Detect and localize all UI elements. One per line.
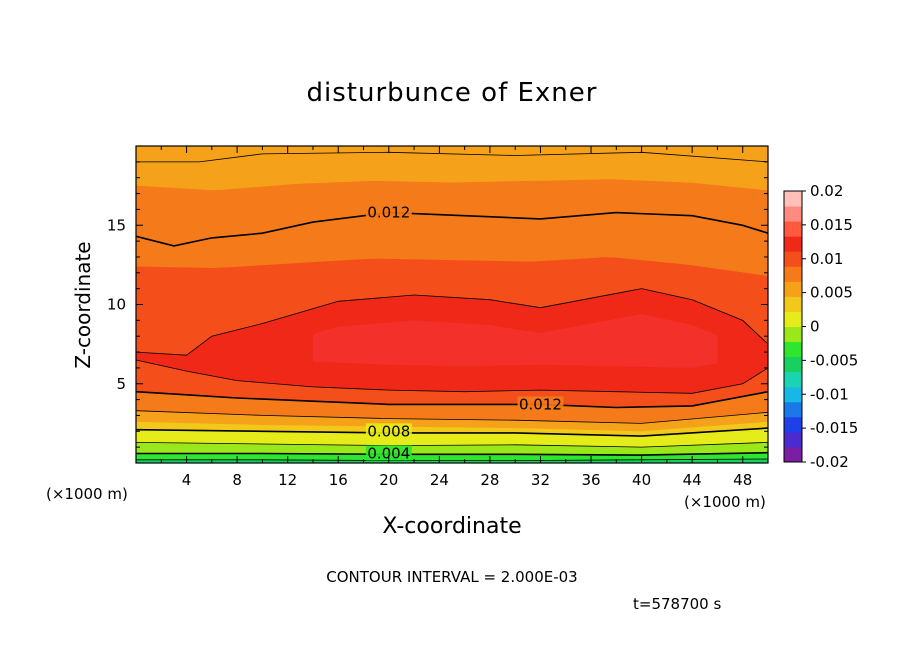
colorbar-label-5: -0.005	[810, 351, 858, 369]
band-core-inner	[313, 314, 718, 368]
x-tick-label-8: 8	[232, 471, 242, 489]
x-tick-label-36: 36	[581, 471, 600, 489]
colorbar-swatch-11	[784, 281, 802, 297]
colorbar-label-0: 0.02	[810, 182, 843, 200]
contour-line-5	[135, 390, 769, 409]
colorbar-label-6: -0.01	[810, 385, 849, 403]
x-axis-label: X-coordinate	[382, 514, 522, 539]
x-tick-label-12: 12	[278, 471, 297, 489]
contour-line-8	[135, 359, 769, 394]
colorbar-label-2: 0.01	[810, 250, 843, 268]
contour-label-1: 0.008	[367, 422, 410, 440]
x-tick-label-24: 24	[430, 471, 449, 489]
colorbar-swatch-3	[784, 401, 802, 418]
x-tick-label-28: 28	[480, 471, 499, 489]
colorbar-swatch-5	[784, 371, 802, 388]
colorbar-label-8: -0.02	[810, 453, 849, 471]
contour-label-bg-0	[365, 445, 412, 461]
colorbar-swatch-0	[784, 446, 802, 463]
x-tick-label-20: 20	[379, 471, 398, 489]
contour-label-2: 0.012	[367, 204, 410, 222]
contour-line-7	[135, 288, 769, 356]
colorbar-swatch-10	[784, 296, 802, 312]
chart-title: disturbunce of Exner	[306, 78, 598, 108]
colorbar-label-4: 0	[810, 318, 820, 336]
contour-label-bg-3	[517, 396, 564, 412]
colorbar-swatch-1	[784, 431, 802, 448]
colorbar-swatch-2	[784, 416, 802, 433]
colorbar-label-7: -0.015	[810, 419, 858, 437]
x-unit-left: (×1000 m)	[46, 485, 128, 503]
contour-label-bg-2	[365, 204, 412, 220]
colorbar-label-3: 0.005	[810, 284, 853, 302]
x-tick-label-32: 32	[531, 471, 550, 489]
contour-line-6	[135, 211, 769, 247]
x-tick-label-48: 48	[733, 471, 752, 489]
contour-line-3	[135, 427, 769, 437]
contour-line-4	[135, 410, 769, 424]
x-unit-right: (×1000 m)	[684, 493, 766, 511]
contour-interval-text: CONTOUR INTERVAL = 2.000E-03	[326, 568, 578, 586]
x-tick-label-4: 4	[182, 471, 192, 489]
contour-line-0	[136, 458, 769, 461]
x-tick-label-44: 44	[683, 471, 702, 489]
colorbar-swatch-13	[784, 251, 802, 267]
x-tick-label-16: 16	[329, 471, 348, 489]
time-label: t=578700 s	[633, 595, 722, 613]
contour-line-1	[136, 451, 769, 456]
colorbar-swatch-17	[784, 191, 802, 207]
colorbar-swatch-9	[784, 311, 802, 327]
contour-label-bg-1	[365, 423, 412, 439]
colorbar-swatch-16	[784, 206, 802, 222]
contour-label-0: 0.004	[367, 444, 410, 462]
y-tick-label-5: 5	[116, 375, 126, 393]
colorbar-swatch-6	[784, 356, 802, 373]
y-tick-label-10: 10	[107, 296, 126, 314]
colorbar-swatch-8	[784, 326, 802, 343]
colorbar-swatch-14	[784, 236, 802, 252]
colorbar-swatch-7	[784, 341, 802, 358]
colorbar-swatch-12	[784, 266, 802, 282]
colorbar-swatch-4	[784, 386, 802, 403]
colorbar-swatch-15	[784, 221, 802, 237]
contour-line-2	[135, 442, 769, 448]
contour-label-3: 0.012	[519, 395, 562, 413]
y-tick-label-15: 15	[107, 216, 126, 234]
x-tick-label-40: 40	[632, 471, 651, 489]
colorbar-label-1: 0.015	[810, 216, 853, 234]
